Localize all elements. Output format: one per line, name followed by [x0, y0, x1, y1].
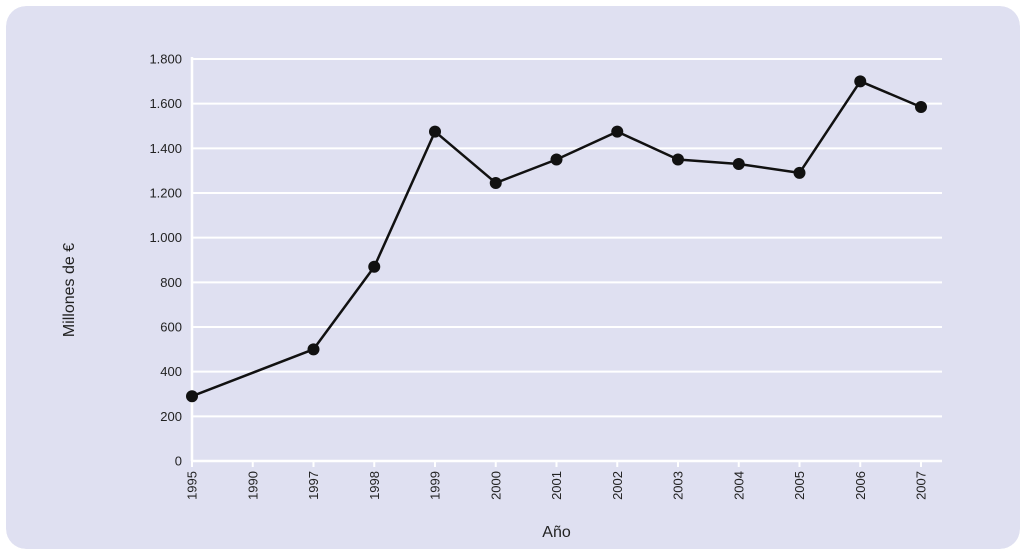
data-point — [368, 260, 381, 273]
x-tick-label: 2001 — [549, 471, 564, 500]
x-tick-label: 2007 — [914, 471, 929, 500]
data-point — [186, 390, 198, 403]
data-points — [186, 75, 927, 403]
data-point — [429, 125, 441, 138]
data-point — [307, 343, 320, 356]
x-tick-labels: 1995 1990 1997 1998 1999 2000 2001 2002 2003 2004… — [185, 471, 929, 500]
data-point — [550, 153, 563, 166]
series-line-layer — [191, 80, 922, 398]
y-tick-label: 600 — [160, 320, 182, 335]
x-tick-label: 2005 — [792, 471, 807, 500]
data-point — [915, 101, 927, 114]
x-tick-label: 2004 — [731, 471, 746, 500]
data-point — [672, 153, 684, 166]
y-tick-label: 1.400 — [149, 141, 182, 156]
y-tick-label: 400 — [160, 364, 182, 379]
y-tick-label: 1.800 — [149, 52, 182, 67]
x-tick-label: 1998 — [367, 471, 382, 500]
y-tick-label: 200 — [160, 409, 182, 424]
x-tick-label: 2006 — [853, 471, 868, 500]
x-axis-title: Año — [542, 524, 571, 541]
chart-panel: 0 200 400 600 800 1.000 1.200 1.400 1.600 1.800 1… — [6, 6, 1020, 549]
y-axis-title: Millones de € — [61, 243, 78, 337]
x-tick-label: 2003 — [671, 471, 686, 500]
data-point — [732, 157, 745, 170]
y-tick-label: 800 — [160, 275, 182, 290]
x-tick-label: 2000 — [488, 471, 503, 500]
x-tick-label: 2002 — [610, 471, 625, 500]
chart-background — [6, 6, 1020, 549]
x-tick-label: 1999 — [428, 471, 443, 500]
x-tick-label: 1997 — [306, 471, 321, 500]
y-tick-label: 1.000 — [149, 230, 182, 245]
y-tick-label: 1.200 — [149, 186, 182, 201]
y-tick-labels: 0 200 400 600 800 1.000 1.200 1.400 1.600 1.800 — [149, 52, 182, 469]
data-point — [793, 166, 806, 179]
x-tick-label: 1990 — [245, 471, 260, 500]
gridlines — [192, 58, 942, 418]
data-point — [611, 125, 624, 138]
data-point — [854, 75, 867, 88]
x-tick-label: 1995 — [185, 471, 200, 500]
y-tick-label: 0 — [175, 454, 182, 469]
y-tick-label: 1.600 — [149, 96, 182, 111]
line-chart: 0 200 400 600 800 1.000 1.200 1.400 1.600 1.800 1… — [6, 6, 1020, 549]
series-line — [191, 80, 922, 398]
data-point — [489, 176, 502, 189]
